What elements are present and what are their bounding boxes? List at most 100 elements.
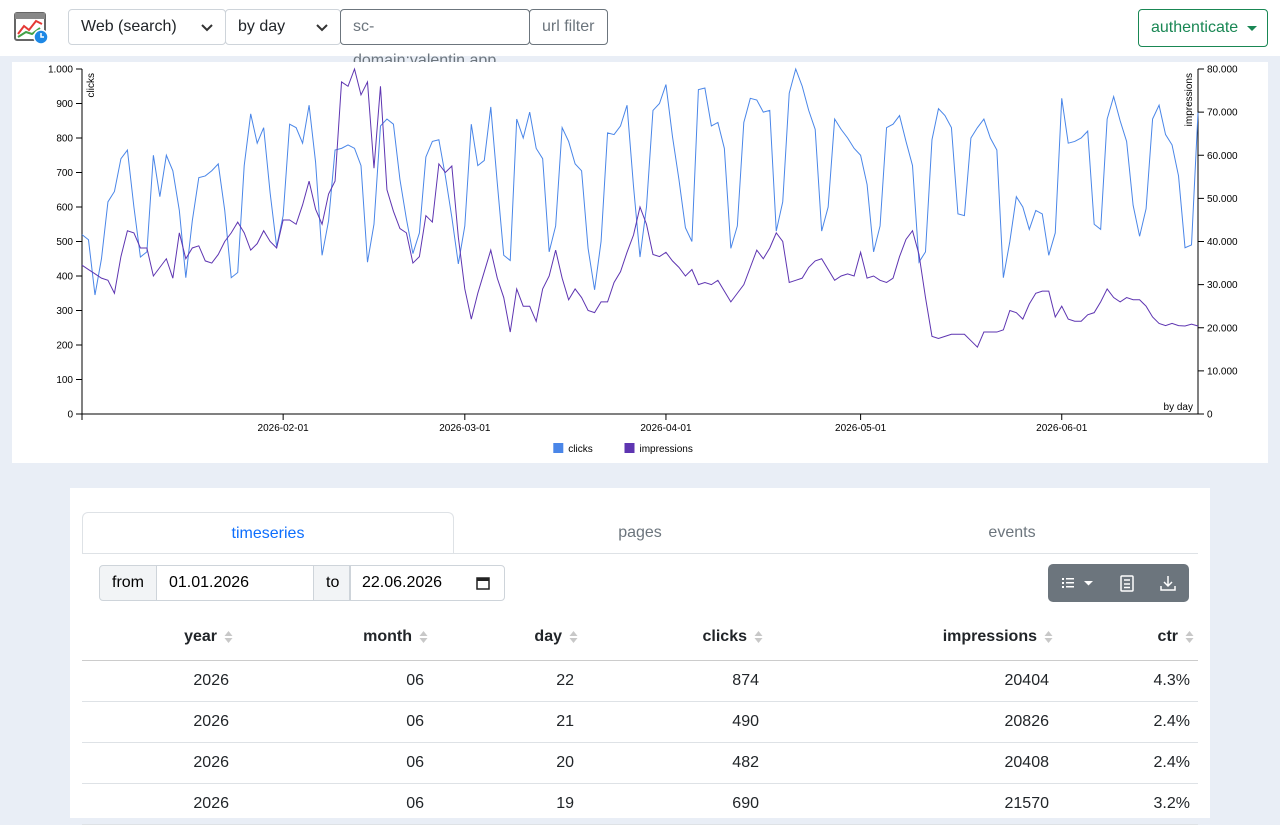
column-header-text: month: [363, 628, 412, 645]
column-header-text: impressions: [942, 628, 1037, 645]
source-select[interactable]: Web (search): [68, 9, 226, 45]
sort-icon: [754, 631, 763, 643]
table-cell: 06: [237, 701, 432, 743]
sort-icon: [1185, 631, 1194, 643]
y-tick-label: 400: [56, 272, 73, 283]
sort-icon: [224, 631, 233, 643]
column-header[interactable]: clicks: [582, 614, 767, 661]
legend-swatch: [553, 443, 564, 453]
toolbar: [1048, 564, 1189, 602]
y2-tick-label: 80.000: [1207, 65, 1238, 76]
download-button[interactable]: [1160, 576, 1176, 591]
x-tick-label: 2026-04-01: [640, 423, 692, 434]
table-cell: 690: [582, 783, 767, 825]
columns-button[interactable]: [1062, 578, 1093, 588]
chart-panel: 0 100 200 300 400 500 600 700 800 900 1.000 0 10.000…: [12, 62, 1268, 463]
from-label: from: [99, 565, 157, 601]
timeseries-table: year month day clicks impressions ctr 2026 06 22…: [82, 614, 1198, 825]
legend-label: impressions: [640, 444, 693, 455]
legend-swatch: [624, 443, 635, 453]
legend-label: clicks: [568, 444, 592, 455]
x-tick-label: 2026-02-01: [258, 423, 310, 434]
y-axis-label: clicks: [86, 73, 97, 97]
y-tick-label: 1.000: [48, 65, 73, 76]
data-card: timeseries pages events from 01.01.2026 to…: [70, 488, 1210, 825]
y-tick-label: 300: [56, 306, 73, 317]
column-header[interactable]: ctr: [1057, 614, 1198, 661]
table-row: 2026 06 19 690 21570 3.2%: [82, 783, 1198, 825]
table-cell: 2.4%: [1057, 742, 1198, 784]
y-tick-label: 500: [56, 237, 73, 248]
y2-tick-label: 50.000: [1207, 194, 1238, 205]
top-bar: Web (search) by day sc-domain:valentin.a…: [0, 0, 1280, 69]
y2-tick-label: 60.000: [1207, 151, 1238, 162]
sort-icon: [1044, 631, 1053, 643]
url-filter-input[interactable]: url filter: [529, 9, 608, 45]
tab[interactable]: events: [988, 524, 1036, 541]
to-date-text: 22.06.2026: [362, 574, 443, 591]
column-header[interactable]: day: [432, 614, 582, 661]
table-cell: 20826: [767, 701, 1057, 743]
y2-axis-label: impressions: [1184, 73, 1195, 126]
y-tick-label: 0: [67, 410, 73, 421]
y2-tick-label: 30.000: [1207, 280, 1238, 291]
column-header-text: year: [184, 628, 217, 645]
table-row: 2026 06 21 490 20826 2.4%: [82, 701, 1198, 743]
y2-tick-label: 40.000: [1207, 237, 1238, 248]
calculator-button[interactable]: [1120, 575, 1134, 592]
y2-tick-label: 0: [1207, 410, 1213, 421]
x-tick-label: 2026-03-01: [439, 423, 491, 434]
table-cell: 20408: [767, 742, 1057, 784]
y-tick-label: 100: [56, 375, 73, 386]
logo: [14, 12, 49, 45]
table-cell: 06: [237, 783, 432, 825]
column-header[interactable]: impressions: [767, 614, 1057, 661]
to-label: to: [313, 565, 351, 601]
table-cell: 490: [582, 701, 767, 743]
table-cell: 21: [432, 701, 582, 743]
table-row: 2026 06 20 482 20408 2.4%: [82, 742, 1198, 784]
property-input[interactable]: sc-domain:valentin.app: [340, 9, 530, 69]
to-date[interactable]: 22.06.2026: [349, 565, 505, 601]
table-cell: 4.3%: [1057, 660, 1198, 702]
sort-icon: [419, 631, 428, 643]
tab[interactable]: timeseries: [82, 512, 454, 554]
authenticate-button[interactable]: authenticate: [1138, 9, 1268, 47]
y-tick-label: 700: [56, 168, 73, 179]
auth-text: authenticate: [1151, 19, 1239, 36]
table-cell: 06: [237, 742, 432, 784]
table-cell: 3.2%: [1057, 783, 1198, 825]
y-tick-label: 200: [56, 341, 73, 352]
table-cell: 20404: [767, 660, 1057, 702]
table-cell: 2026: [82, 701, 237, 743]
tab-divider: [82, 553, 1198, 554]
y-tick-label: 800: [56, 134, 73, 145]
chart: 0 100 200 300 400 500 600 700 800 900 1.000 0 10.000…: [48, 65, 1238, 456]
column-header[interactable]: year: [82, 614, 237, 661]
y2-tick-label: 20.000: [1207, 323, 1238, 334]
granularity-select[interactable]: by day: [225, 9, 341, 45]
y2-tick-label: 70.000: [1207, 108, 1238, 119]
table-cell: 06: [237, 660, 432, 702]
y2-tick-label: 10.000: [1207, 366, 1238, 377]
column-header-text: ctr: [1157, 628, 1178, 645]
x-tick-label: 2026-05-01: [835, 423, 887, 434]
column-header[interactable]: month: [237, 614, 432, 661]
table-cell: 482: [582, 742, 767, 784]
annotation: by day: [1164, 402, 1193, 413]
granularity-text: by day: [238, 18, 286, 35]
source-text: Web (search): [81, 18, 177, 35]
from-date-text: 01.01.2026: [169, 574, 250, 591]
toolbar-icons: [1062, 575, 1176, 592]
sort-icon: [569, 631, 578, 643]
table-cell: 21570: [767, 783, 1057, 825]
table-cell: 20: [432, 742, 582, 784]
table-cell: 2.4%: [1057, 701, 1198, 743]
table-cell: 19: [432, 783, 582, 825]
column-header-text: clicks: [702, 628, 747, 645]
table-cell: 874: [582, 660, 767, 702]
y-tick-label: 600: [56, 203, 73, 214]
y-tick-label: 900: [56, 99, 73, 110]
tab[interactable]: pages: [618, 524, 662, 541]
x-tick-label: 2026-06-01: [1036, 423, 1088, 434]
